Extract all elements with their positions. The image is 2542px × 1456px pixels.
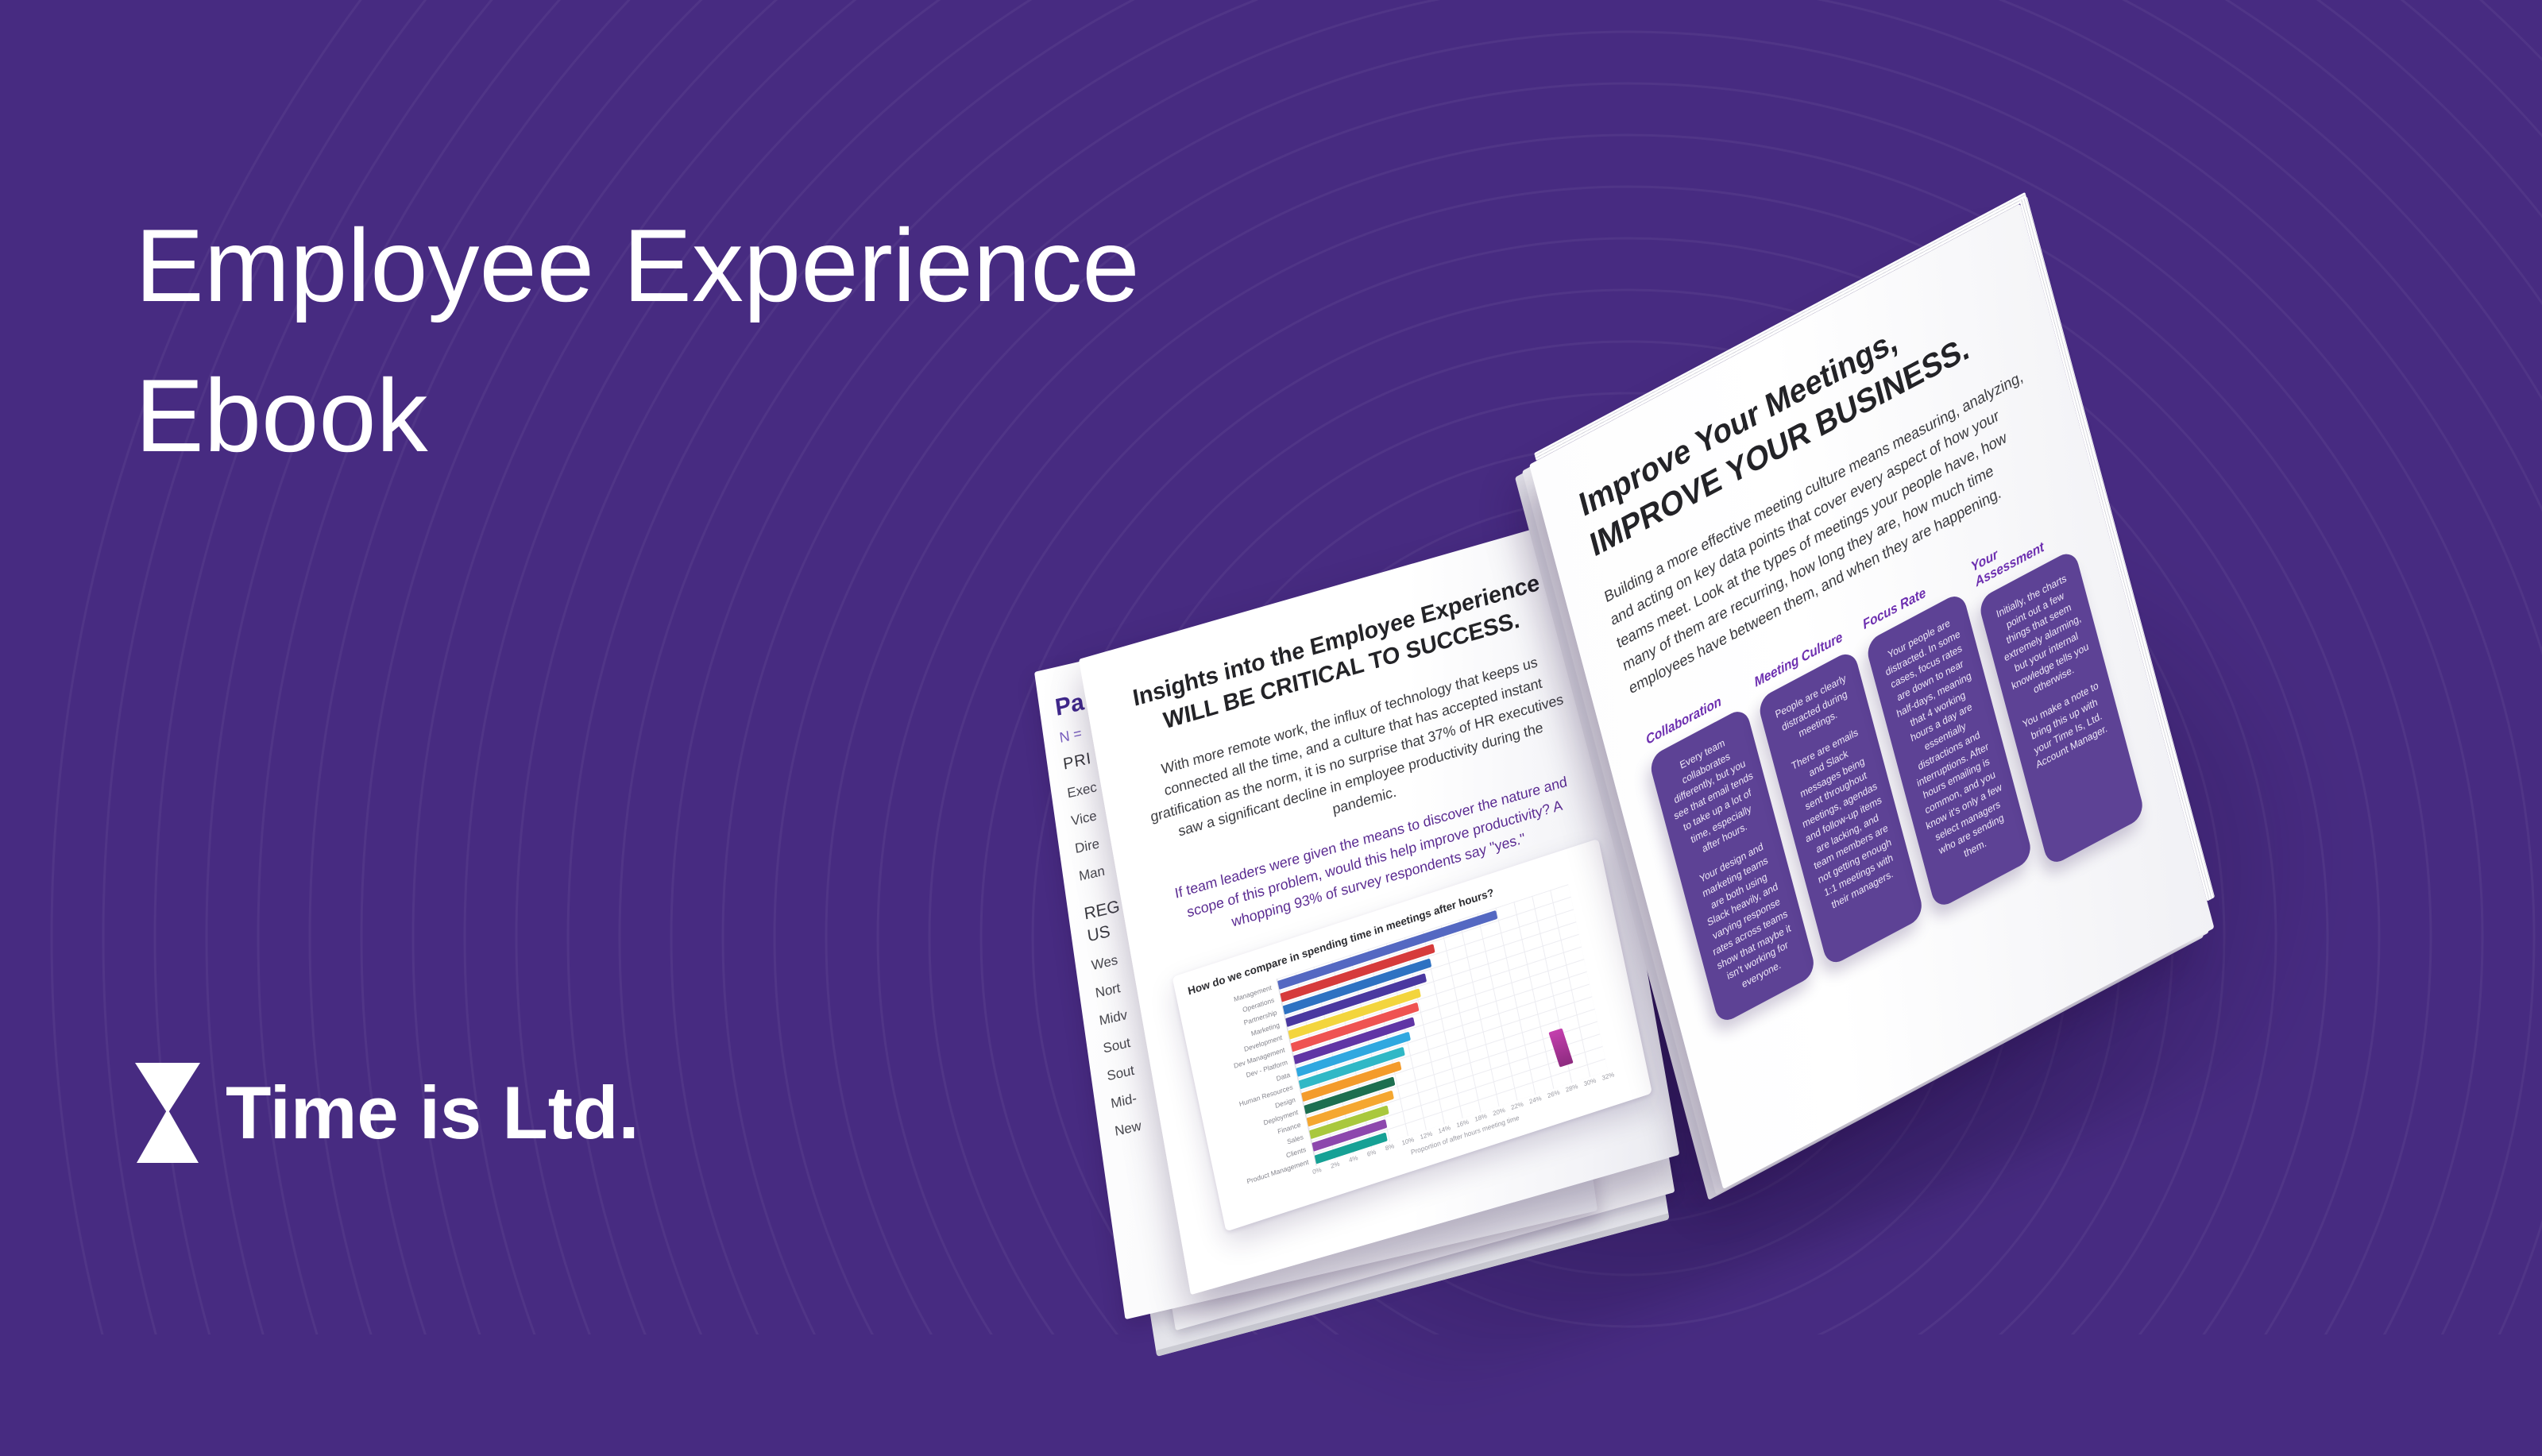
chart-x-tick: 30% [1582, 1076, 1597, 1087]
back-page-fragment: Midv [1098, 1006, 1129, 1029]
banner-title: Employee Experience Ebook [135, 191, 1140, 490]
back-page-fragment: Dire [1074, 836, 1101, 857]
chart-x-tick: 28% [1564, 1082, 1579, 1094]
chart-x-tick: 12% [1419, 1130, 1433, 1141]
chart-x-tick: 24% [1528, 1094, 1543, 1106]
hourglass-icon [135, 1063, 200, 1163]
back-page-fragment: Sout [1106, 1062, 1136, 1084]
brand-name: Time is Ltd. [226, 1071, 639, 1154]
back-page-fragment: Sout [1102, 1034, 1132, 1056]
back-page-fragment: PRI [1061, 749, 1093, 774]
chart-x-tick: 16% [1455, 1118, 1470, 1129]
back-page-fragment: Exec [1066, 779, 1098, 801]
chart-x-tick: 18% [1474, 1111, 1488, 1123]
chart-plot-area [1276, 883, 1608, 1166]
chart-x-tick: 6% [1366, 1148, 1377, 1158]
banner-title-line2: Ebook [135, 357, 428, 473]
chart-x-tick: 2% [1330, 1159, 1341, 1170]
chart-x-tick: 20% [1492, 1106, 1506, 1118]
chart-x-tick: 8% [1384, 1141, 1395, 1153]
brand-logo: Time is Ltd. [133, 1063, 639, 1163]
card-paragraph: There are emails and Slack messages bein… [1790, 726, 1895, 911]
chart-x-tick: 26% [1547, 1087, 1561, 1099]
back-page-fragment: US [1086, 921, 1111, 946]
chart-x-tick: 10% [1400, 1135, 1415, 1147]
chart-x-tick: 14% [1437, 1123, 1451, 1135]
back-page-fragment: New [1114, 1118, 1142, 1139]
back-page-fragment: Wes [1090, 952, 1119, 974]
back-page-fragment: Man [1077, 863, 1106, 884]
banner-title-line1: Employee Experience [135, 207, 1140, 323]
back-page-fragment: Mid- [1110, 1090, 1138, 1112]
banner-background: { "banner": { "title_line1": "Employee E… [0, 0, 2542, 1334]
card-paragraph: Your design and marketing teams are both… [1698, 840, 1792, 991]
back-page-fragment: Nort [1094, 979, 1122, 1001]
back-page-fragment: Vice [1070, 808, 1098, 829]
chart-x-tick: 4% [1348, 1153, 1359, 1164]
chart-x-tick: 32% [1601, 1070, 1615, 1082]
chart-x-tick: 22% [1510, 1099, 1524, 1111]
chart-x-tick: 0% [1312, 1165, 1323, 1176]
